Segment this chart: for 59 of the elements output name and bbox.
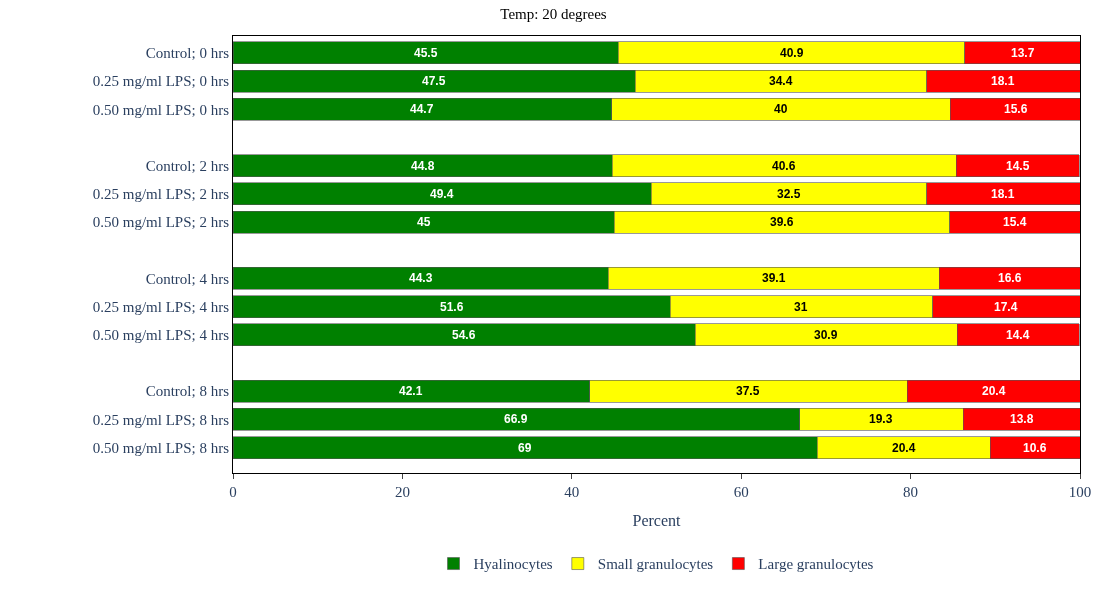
data-label: 19.3 xyxy=(869,412,893,426)
x-tick-label: 40 xyxy=(564,484,580,500)
data-label: 40 xyxy=(774,102,788,116)
y-tick-label: Control; 0 hrs xyxy=(145,45,230,62)
data-label: 13.8 xyxy=(1010,412,1034,426)
data-label: 15.6 xyxy=(1004,102,1028,116)
data-label: 10.6 xyxy=(1023,441,1047,455)
data-label: 14.5 xyxy=(1006,159,1030,173)
y-tick-label: 0.50 mg/ml LPS; 4 hrs xyxy=(92,327,230,344)
x-axis-title: Percent xyxy=(632,511,682,529)
legend-label: Hyalinocytes xyxy=(473,556,553,573)
data-label: 49.4 xyxy=(430,187,454,201)
data-label: 34.4 xyxy=(769,74,793,88)
data-label: 17.4 xyxy=(994,300,1018,314)
data-label: 44.3 xyxy=(409,271,433,285)
data-label: 18.1 xyxy=(991,74,1015,88)
data-label: 13.7 xyxy=(1011,46,1035,60)
data-label: 44.8 xyxy=(411,159,435,173)
data-label: 15.4 xyxy=(1003,215,1027,229)
data-label: 20.4 xyxy=(892,441,916,455)
y-tick-label: 0.25 mg/ml LPS; 2 hrs xyxy=(92,186,230,203)
data-label: 44.7 xyxy=(410,102,434,116)
legend-label: Large granulocytes xyxy=(758,556,874,573)
data-label: 54.6 xyxy=(452,328,476,342)
x-tick-label: 60 xyxy=(733,484,749,500)
legend-label: Small granulocytes xyxy=(597,556,714,573)
y-tick-label: 0.50 mg/ml LPS; 8 hrs xyxy=(92,439,230,456)
data-label: 14.4 xyxy=(1006,328,1030,342)
data-label: 39.1 xyxy=(762,271,786,285)
y-tick-label: 0.50 mg/ml LPS; 0 hrs xyxy=(92,101,230,118)
x-tick-label: 0 xyxy=(229,484,237,500)
data-label: 47.5 xyxy=(422,74,446,88)
data-label: 66.9 xyxy=(504,412,528,426)
data-label: 39.6 xyxy=(770,215,794,229)
data-label: 40.6 xyxy=(772,159,796,173)
y-tick-label: Control; 4 hrs xyxy=(145,270,230,287)
data-label: 51.6 xyxy=(440,300,464,314)
data-label: 45 xyxy=(417,215,431,229)
data-label: 40.9 xyxy=(780,46,804,60)
data-label: 37.5 xyxy=(736,384,760,398)
data-label: 69 xyxy=(518,441,532,455)
y-tick-label: 0.25 mg/ml LPS; 4 hrs xyxy=(92,298,230,315)
data-label: 31 xyxy=(794,300,808,314)
data-label: 45.5 xyxy=(414,46,438,60)
chart-title: Temp: 20 degrees xyxy=(500,6,607,23)
data-label: 42.1 xyxy=(399,384,423,398)
y-tick-label: 0.50 mg/ml LPS; 2 hrs xyxy=(92,214,230,231)
data-label: 16.6 xyxy=(998,271,1022,285)
data-label: 30.9 xyxy=(814,328,838,342)
data-label: 32.5 xyxy=(777,187,801,201)
y-tick-label: Control; 2 hrs xyxy=(145,157,230,174)
y-tick-label: 0.25 mg/ml LPS; 8 hrs xyxy=(92,411,230,428)
x-tick-label: 100 xyxy=(1068,484,1092,500)
y-tick-label: 0.25 mg/ml LPS; 0 hrs xyxy=(92,73,230,90)
x-tick-label: 80 xyxy=(903,484,919,500)
data-label: 18.1 xyxy=(991,187,1015,201)
y-tick-label: Control; 8 hrs xyxy=(145,383,230,400)
x-tick-label: 20 xyxy=(394,484,410,500)
data-label: 20.4 xyxy=(982,384,1006,398)
